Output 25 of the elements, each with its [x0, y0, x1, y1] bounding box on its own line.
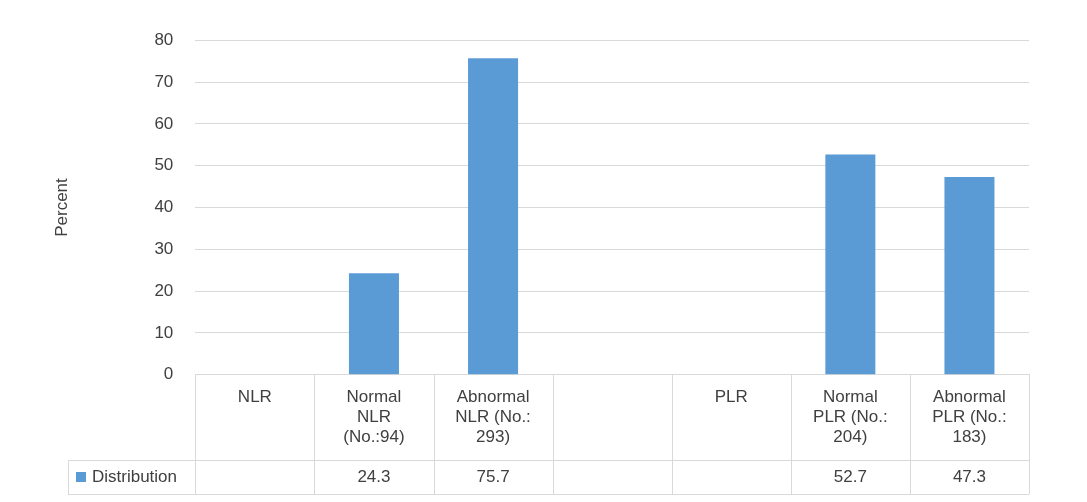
x-tick-label: Normal NLR (No.:94) — [343, 386, 405, 447]
y-tick-label: 0 — [163, 364, 174, 384]
x-tick-label: Abnormal NLR (No.: 293) — [455, 386, 531, 447]
data-label: 75.7 — [476, 466, 510, 486]
data-label: 47.3 — [952, 466, 986, 486]
x-tick-label: Abnormal PLR (No.: 183) — [932, 386, 1007, 447]
y-tick-label: 40 — [154, 197, 174, 217]
y-tick-label: 80 — [154, 29, 174, 49]
bar — [944, 176, 995, 375]
y-tick-label: 60 — [154, 113, 174, 133]
data-label: 24.3 — [357, 466, 391, 486]
y-tick-label: 70 — [154, 71, 174, 91]
x-tick-label: NLR — [237, 386, 272, 406]
y-axis-title: Percent — [51, 177, 71, 237]
y-tick-label: 20 — [154, 280, 174, 300]
bar — [468, 58, 519, 375]
x-tick-label: PLR — [714, 386, 748, 406]
y-tick-label: 10 — [154, 322, 174, 342]
legend-label: Distribution — [92, 466, 178, 486]
bar — [825, 154, 876, 375]
data-label: 52.7 — [833, 466, 867, 486]
x-tick-label: Normal PLR (No.: 204) — [813, 386, 888, 447]
y-tick-label: 30 — [154, 239, 174, 259]
y-tick-label: 50 — [154, 155, 174, 175]
bar — [348, 273, 399, 375]
